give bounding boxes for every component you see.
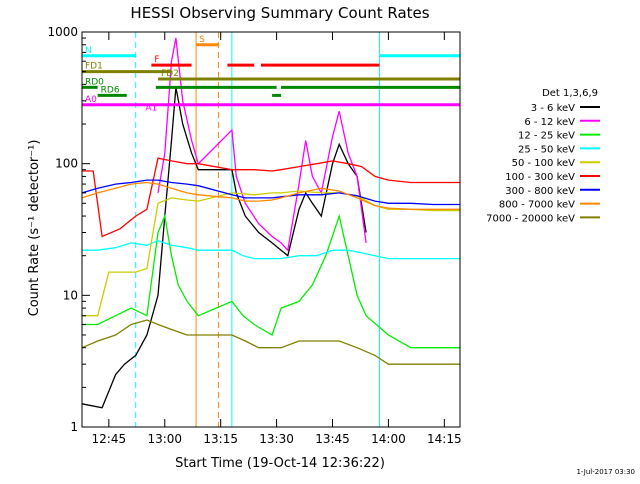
y-tick-label: 10: [63, 288, 78, 302]
legend-label-0: 3 - 6 keV: [531, 103, 575, 114]
x-tick-label: 13:00: [147, 432, 182, 446]
x-tick-label: 14:00: [371, 432, 406, 446]
legend-label-8: 7000 - 20000 keV: [486, 213, 575, 224]
legend: 3 - 6 keV 6 - 12 keV 12 - 25 keV 25 - 50 ke…: [486, 103, 600, 224]
y-tick-label: 1000: [47, 25, 78, 39]
footer-timestamp: 1-Jul-2017 03:30: [576, 468, 635, 476]
y-axis-label: Count Rate (s⁻¹ detector⁻¹): [27, 140, 42, 317]
legend-label-7: 800 - 7000 keV: [499, 200, 575, 211]
flag-label-rd6: RD6: [101, 85, 120, 95]
series-line-3: [82, 240, 460, 260]
plot-frame: [81, 31, 461, 428]
legend-label-2: 12 - 25 keV: [518, 131, 575, 142]
flag-label-f: F: [154, 55, 159, 65]
flag-label-rd0: RD0: [85, 77, 104, 87]
y-tick-label: 100: [55, 157, 78, 171]
flag-label-a0: A0: [85, 95, 97, 105]
flag-label-s: S: [199, 35, 205, 45]
x-tick-label: 14:15: [427, 432, 462, 446]
series-line-5: [82, 157, 460, 238]
x-tick-label: 13:30: [259, 432, 294, 446]
flag-label-fd1: FD1: [85, 62, 103, 72]
y-tick-label: 1: [70, 420, 78, 434]
legend-label-3: 25 - 50 keV: [518, 144, 575, 155]
chart-title: HESSI Observing Summary Count Rates: [130, 4, 429, 22]
series-line-6: [81, 179, 460, 206]
series-line-2: [82, 213, 460, 349]
x-tick-label: 12:45: [92, 432, 127, 446]
x-tick-label: 13:15: [203, 432, 238, 446]
flag-label-a1: A1: [145, 104, 157, 114]
legend-label-4: 50 - 100 keV: [512, 158, 576, 169]
legend-label-5: 100 - 300 keV: [505, 172, 575, 183]
x-axis-label: Start Time (19-Oct-14 12:36:22): [175, 456, 385, 471]
legend-label-1: 6 - 12 keV: [524, 117, 575, 128]
flag-label-fd2: FD2: [161, 69, 179, 79]
series-line-7: [81, 181, 460, 210]
x-tick-label: 13:45: [315, 432, 350, 446]
legend-title: Det 1,3,6,9: [542, 88, 598, 99]
flag-label-n: N: [85, 46, 92, 56]
legend-label-6: 300 - 800 keV: [505, 186, 575, 197]
series-line-8: [81, 319, 460, 365]
